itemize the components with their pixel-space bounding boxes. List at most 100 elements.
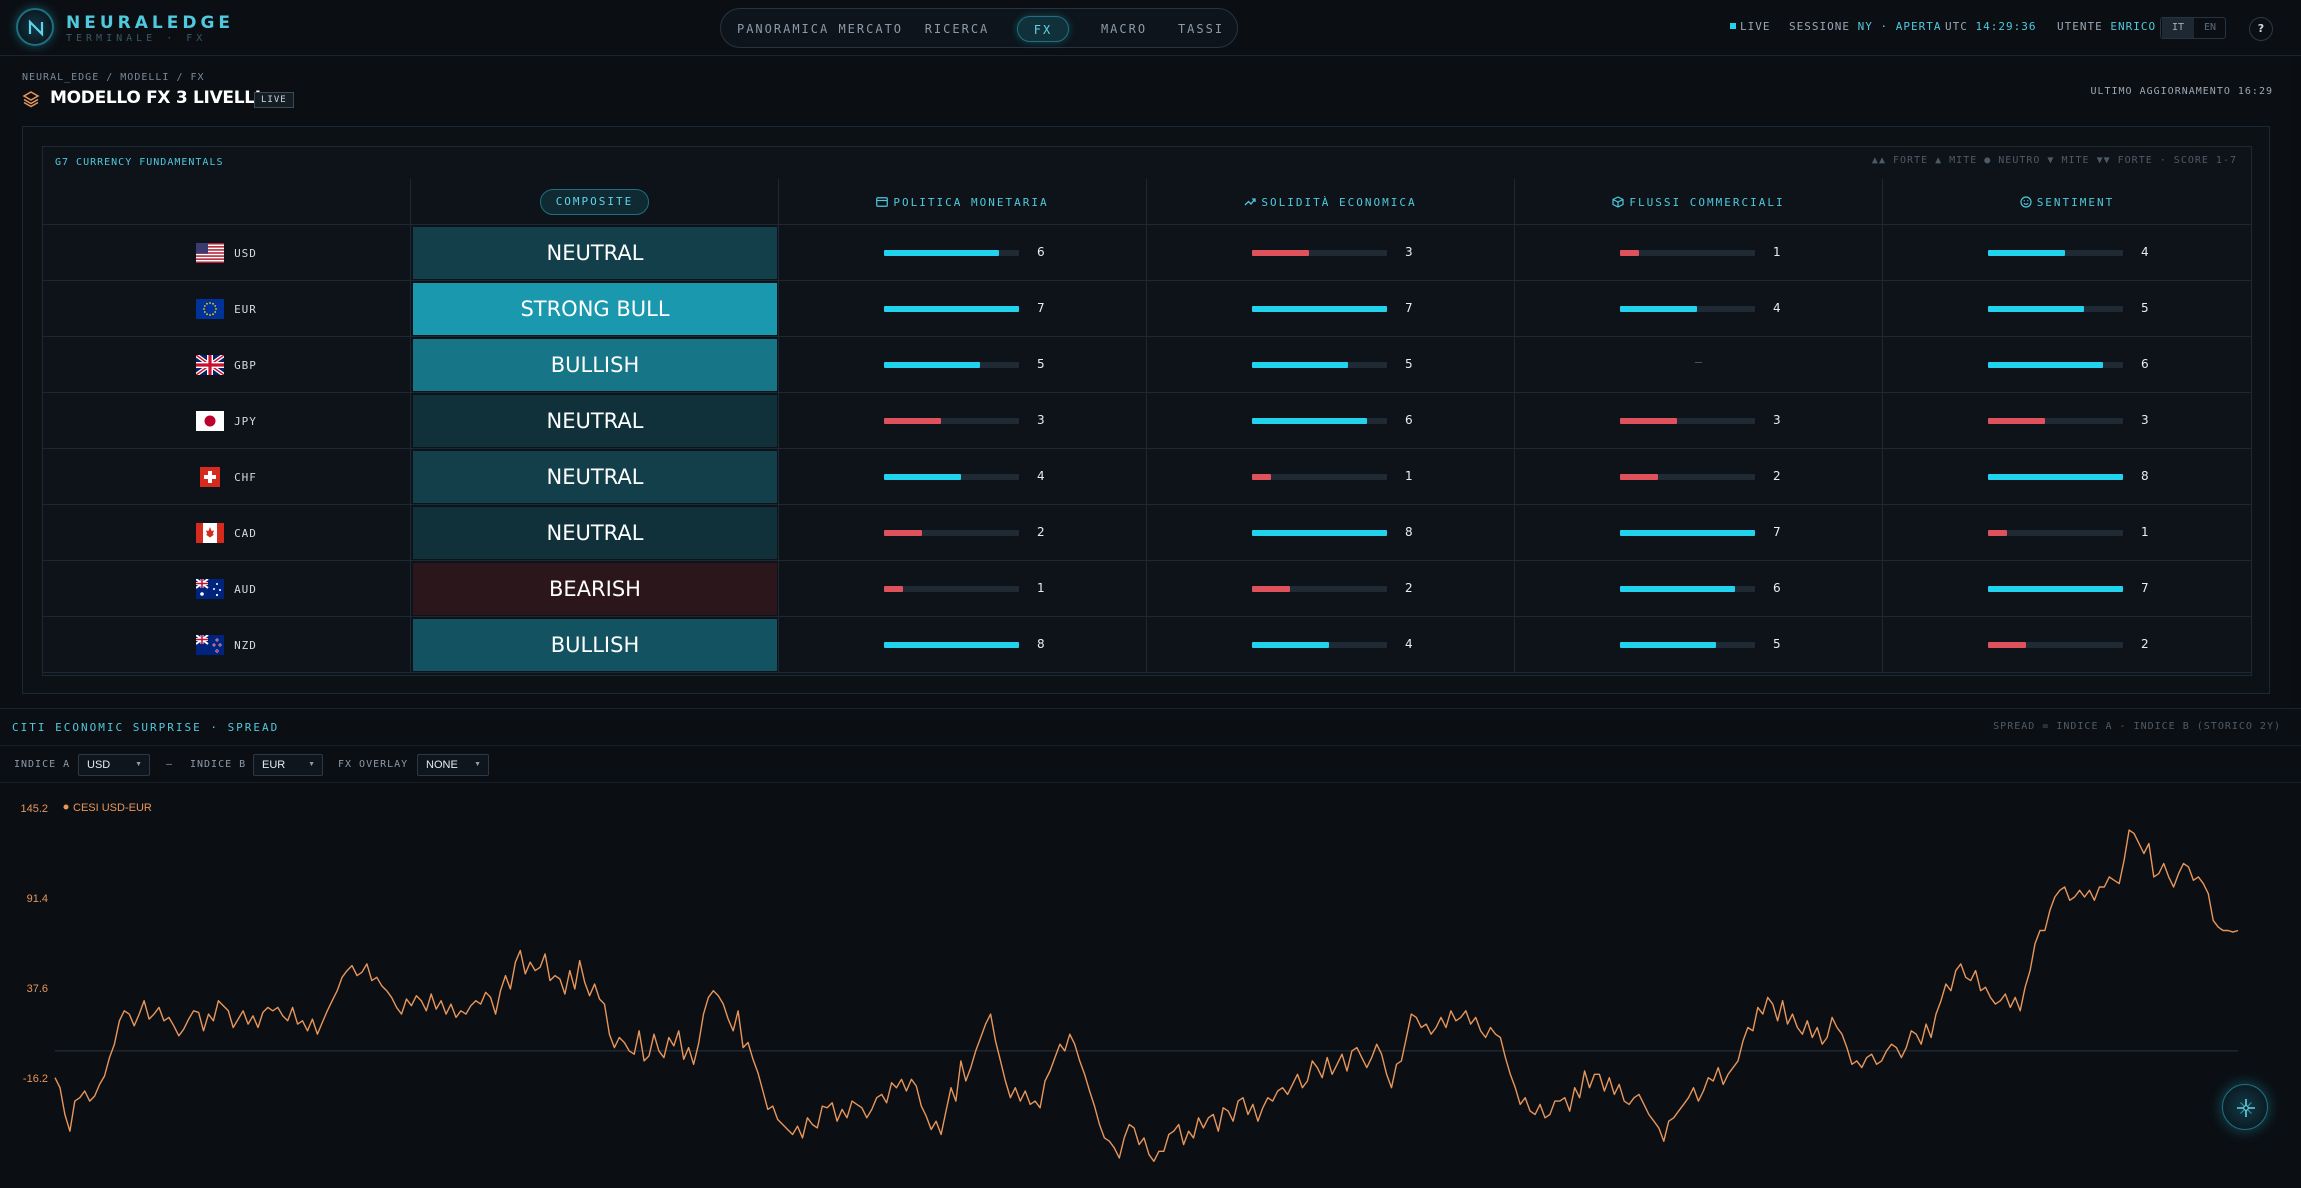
logo[interactable] — [16, 8, 54, 46]
score-bar-track — [884, 250, 1019, 256]
matrix-row-chf[interactable]: CHF NEUTRAL 4 1 2 8 — [43, 449, 2251, 505]
page-scrollbar[interactable] — [2290, 56, 2301, 708]
score-cell: 5 — [1515, 617, 1883, 673]
score-cell: 2 — [1883, 617, 2251, 673]
lang-it[interactable]: IT — [2162, 18, 2194, 38]
composite-cell: NEUTRAL — [411, 225, 779, 281]
legend-dot — [63, 804, 69, 810]
matrix-row-nzd[interactable]: NZD BULLISH 8 4 5 2 — [43, 617, 2251, 673]
composite-signal: STRONG BULL — [413, 283, 777, 335]
currency-cell: CHF — [43, 449, 411, 505]
score-value: 5 — [1773, 637, 1781, 651]
currency-cell: NZD — [43, 617, 411, 673]
page-title: MODELLO FX 3 LIVELLI — [50, 88, 261, 108]
score-value: 3 — [1405, 245, 1413, 259]
score-bar-track — [1252, 250, 1387, 256]
header-solidita-economica[interactable]: SOLIDITÀ ECONOMICA — [1147, 179, 1515, 225]
score-bar-track — [1988, 586, 2123, 592]
header-politica-monetaria[interactable]: POLITICA MONETARIA — [779, 179, 1147, 225]
index-b-label: INDICE B — [190, 759, 247, 770]
ai-assistant-button[interactable] — [2222, 1084, 2268, 1130]
header-flussi-commerciali[interactable]: FLUSSI COMMERCIALI — [1515, 179, 1883, 225]
utc-clock: UTC 14:29:36 — [1945, 20, 2037, 33]
nav-fx[interactable]: FX — [1017, 16, 1069, 42]
score-bar-track — [884, 362, 1019, 368]
score-bar-fill — [1988, 418, 2045, 424]
matrix-row-gbp[interactable]: GBP BULLISH 5 5 — 6 — [43, 337, 2251, 393]
header-sentiment[interactable]: SENTIMENT — [1883, 179, 2251, 225]
flag-gb-icon — [196, 355, 225, 375]
matrix-title: G7 CURRENCY FUNDAMENTALS — [55, 157, 224, 168]
help-button[interactable]: ? — [2249, 17, 2273, 41]
score-bar-fill — [1252, 530, 1387, 536]
lang-en[interactable]: EN — [2203, 22, 2217, 33]
language-switch: IT EN — [2160, 17, 2226, 39]
currency-cell: JPY — [43, 393, 411, 449]
composite-cell: BEARISH — [411, 561, 779, 617]
matrix-row-aud[interactable]: AUD BEARISH 1 2 6 7 — [43, 561, 2251, 617]
score-bar-track — [884, 530, 1019, 536]
score-cell: 2 — [779, 505, 1147, 561]
cube-icon — [1612, 196, 1624, 208]
composite-cell: NEUTRAL — [411, 449, 779, 505]
score-value: 1 — [1773, 245, 1781, 259]
flag-ch-icon — [200, 467, 221, 487]
flag-jp-icon — [196, 411, 225, 431]
score-value: 1 — [1037, 581, 1045, 595]
nav-ricerca[interactable]: RICERCA — [924, 22, 990, 36]
matrix-row-usd[interactable]: USD NEUTRAL 6 3 1 4 — [43, 225, 2251, 281]
smiley-icon — [2020, 196, 2032, 208]
matrix-row-jpy[interactable]: JPY NEUTRAL 3 6 3 3 — [43, 393, 2251, 449]
trend-up-icon — [1244, 198, 1257, 206]
score-bar-track — [1620, 250, 1755, 256]
matrix-row-eur[interactable]: EUR STRONG BULL 7 7 4 5 — [43, 281, 2251, 337]
currency-cell: USD — [43, 225, 411, 281]
live-indicator: LIVE — [1730, 20, 1771, 33]
score-bar-track — [884, 642, 1019, 648]
score-cell: 4 — [1147, 617, 1515, 673]
nav-macro[interactable]: MACRO — [1100, 22, 1148, 36]
live-badge: LIVE — [254, 92, 294, 108]
y-tick-label: 145.2 — [20, 803, 48, 815]
flag-ca-icon — [196, 523, 225, 543]
index-a-select[interactable]: USD ▼ — [78, 754, 150, 776]
card-icon — [876, 197, 889, 207]
composite-button[interactable]: COMPOSITE — [539, 189, 650, 215]
score-cell: 4 — [1515, 281, 1883, 337]
score-value: 2 — [1037, 525, 1045, 539]
currency-code: AUD — [234, 582, 257, 596]
score-value: 7 — [1405, 301, 1413, 315]
nav-tassi[interactable]: TASSI — [1177, 22, 1225, 36]
score-bar-fill — [1620, 530, 1755, 536]
score-bar-fill — [1988, 642, 2026, 648]
flag-eu-icon — [196, 299, 225, 319]
score-cell: 7 — [1883, 561, 2251, 617]
composite-signal: BEARISH — [413, 563, 777, 615]
flag-nz-icon — [196, 635, 225, 655]
score-value: 2 — [1405, 581, 1413, 595]
score-bar-track — [884, 586, 1019, 592]
spread-formula: SPREAD = INDICE A - INDICE B (STORICO 2Y… — [1993, 721, 2281, 732]
score-cell: 6 — [1883, 337, 2251, 393]
layers-icon — [22, 91, 40, 108]
score-cell: 2 — [1515, 449, 1883, 505]
composite-signal: BULLISH — [413, 339, 777, 391]
score-cell: 4 — [1883, 225, 2251, 281]
composite-cell: NEUTRAL — [411, 393, 779, 449]
nav-panoramica-mercato[interactable]: PANORAMICA MERCATO — [736, 22, 904, 36]
score-bar-track — [1252, 586, 1387, 592]
score-cell: — — [1515, 337, 1883, 393]
score-cell: 6 — [1147, 393, 1515, 449]
matrix-row-cad[interactable]: CAD NEUTRAL 2 8 7 1 — [43, 505, 2251, 561]
score-value: 6 — [1773, 581, 1781, 595]
index-b-select[interactable]: EUR ▼ — [253, 754, 323, 776]
fundamentals-matrix: G7 CURRENCY FUNDAMENTALS ▲▲ FORTE ▲ MITE… — [42, 146, 2252, 676]
score-bar-track — [1988, 642, 2123, 648]
brand-name: NEURALEDGE — [66, 13, 235, 33]
score-bar-fill — [1988, 306, 2084, 312]
currency-code: EUR — [234, 302, 257, 316]
series-line-cesi-usd-eur[interactable] — [54, 829, 2239, 1162]
sparkle-icon — [2237, 1099, 2255, 1117]
fx-overlay-select[interactable]: NONE ▼ — [417, 754, 489, 776]
score-bar-fill — [1620, 306, 1697, 312]
